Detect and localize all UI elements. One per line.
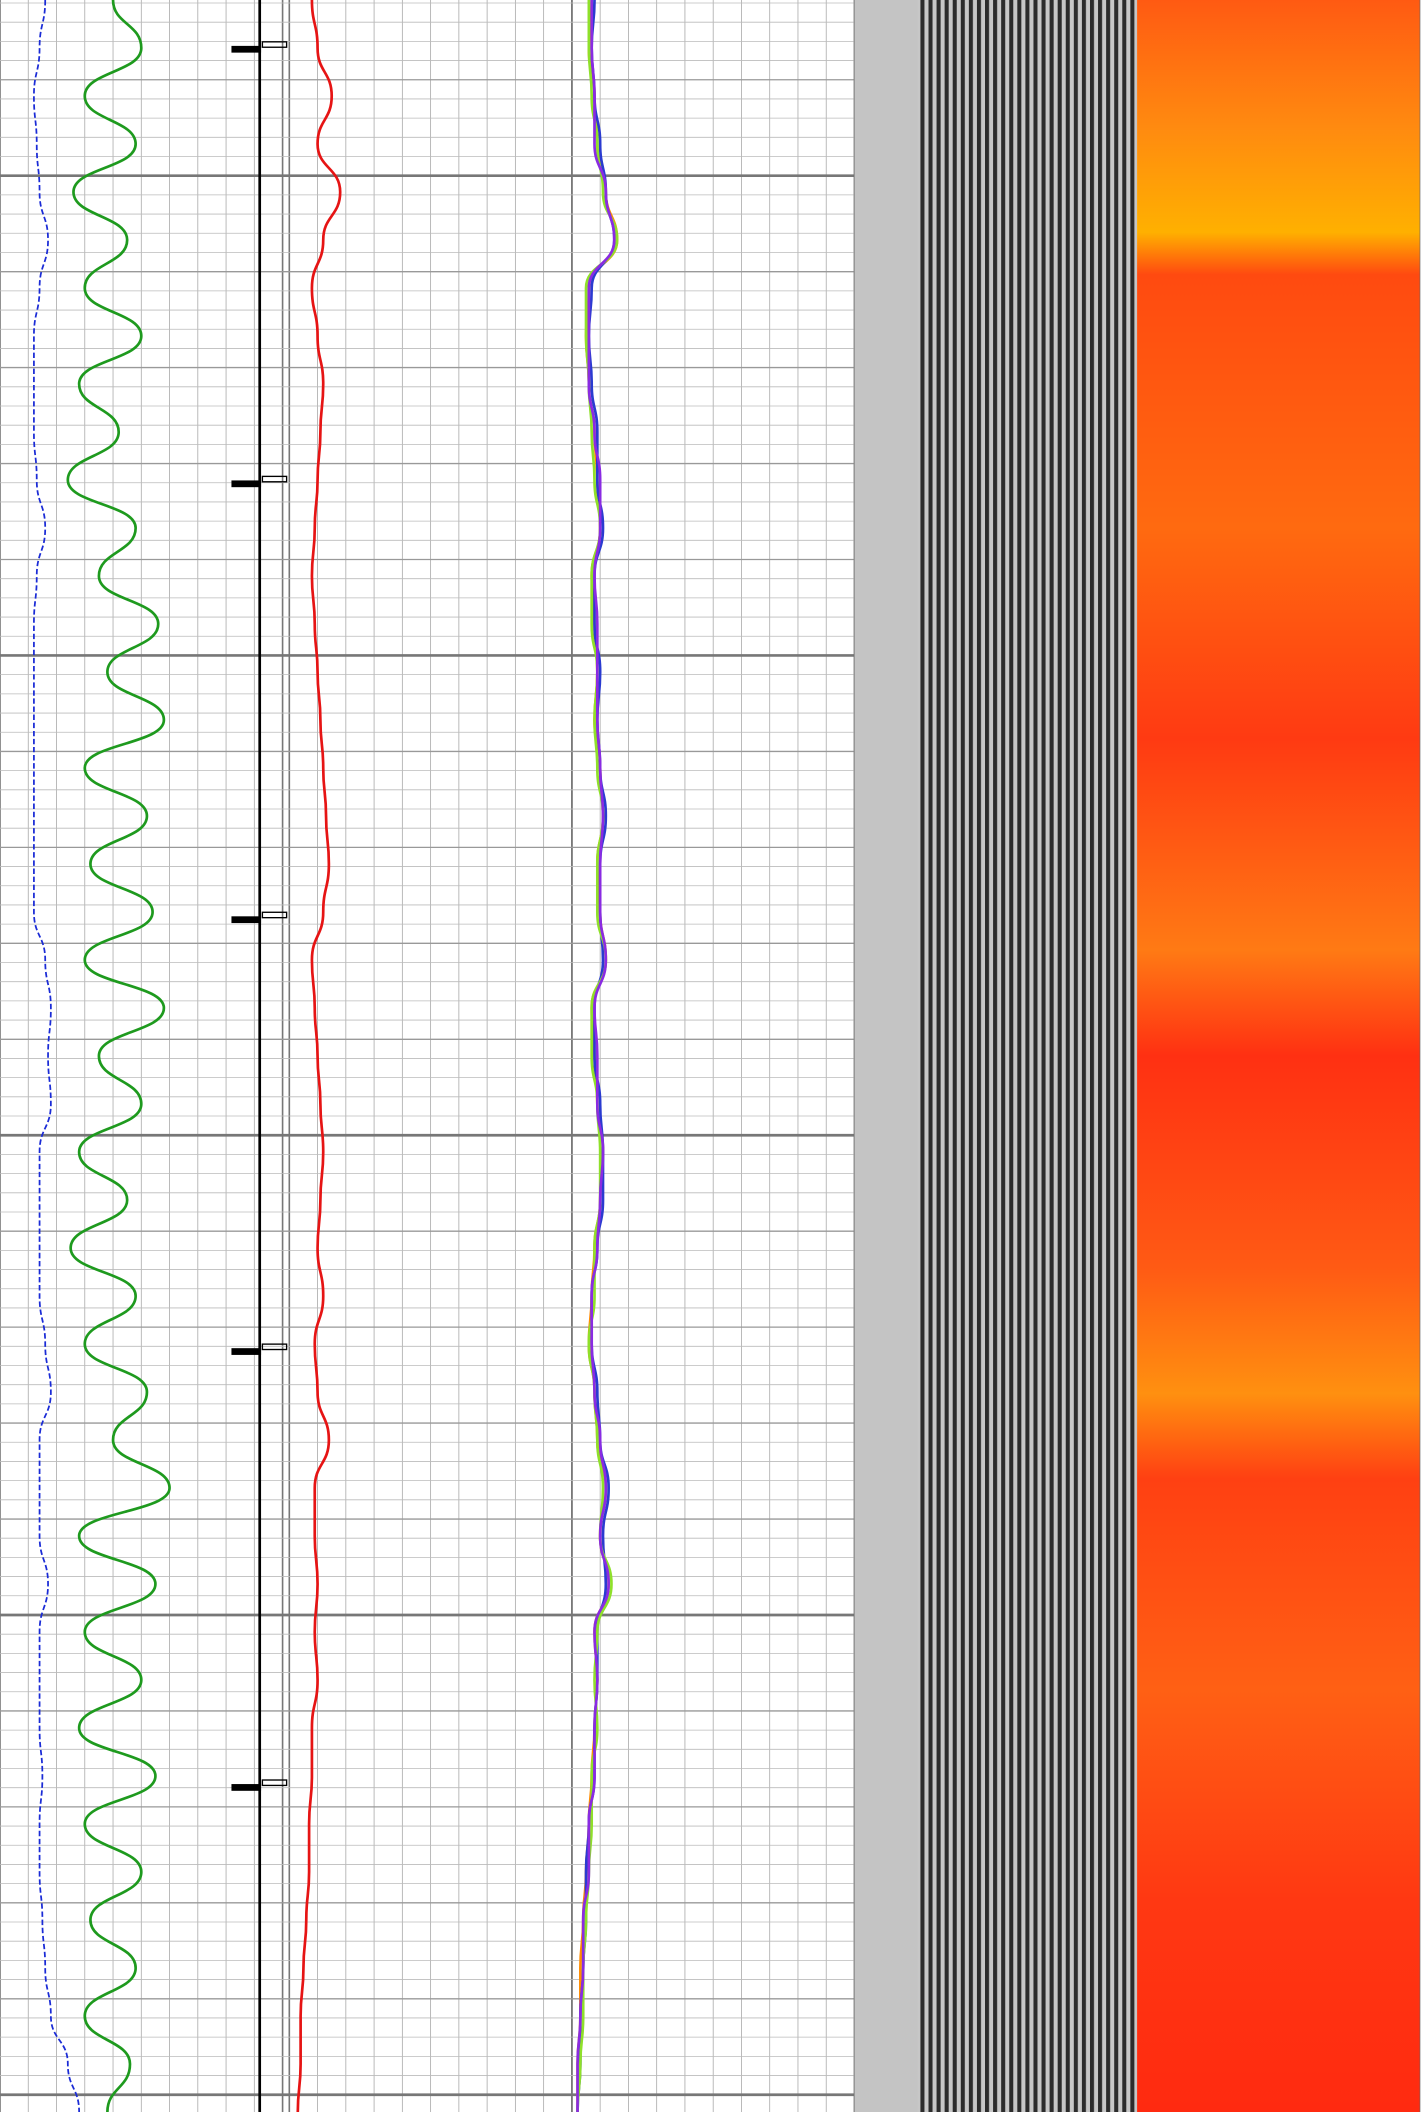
- log-curve: [296, 0, 342, 2112]
- waveform-image: [917, 0, 1136, 2112]
- log-curve: [576, 0, 619, 2112]
- curves: [33, 0, 619, 2112]
- log-curve: [576, 0, 616, 2112]
- log-curve: [576, 0, 616, 2112]
- log-curve: [33, 0, 80, 2112]
- depth-markers: [231, 41, 288, 1791]
- log-curve: [66, 0, 171, 2112]
- heatmap-track: [1137, 0, 1420, 2112]
